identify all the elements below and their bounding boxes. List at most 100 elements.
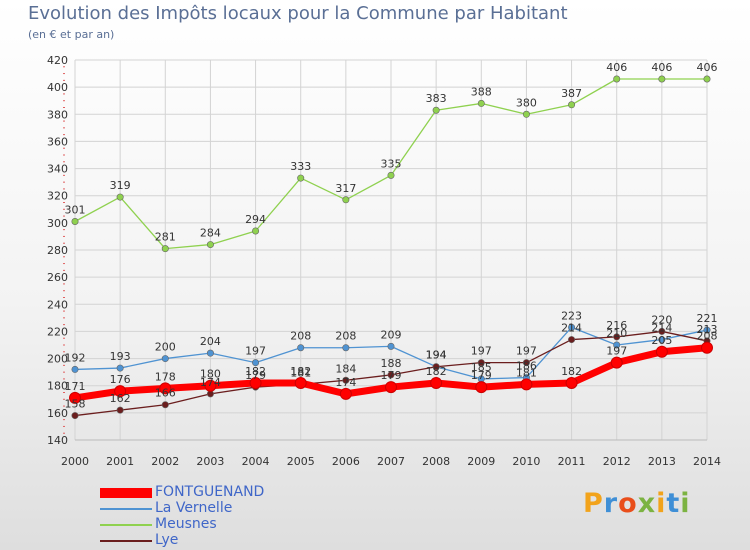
data-point [432, 363, 440, 371]
data-point [294, 377, 307, 389]
data-point [204, 379, 217, 392]
data-label: 174 [335, 376, 356, 389]
data-label: 214 [651, 322, 672, 335]
data-label: 186 [516, 360, 537, 373]
data-label: 333 [290, 160, 311, 173]
data-point [252, 359, 260, 367]
data-label: 158 [65, 398, 86, 411]
data-point [342, 344, 350, 352]
data-label: 192 [65, 351, 86, 364]
x-tick-label: 2011 [558, 455, 586, 468]
data-point [387, 342, 395, 350]
x-tick-label: 2007 [377, 455, 405, 468]
y-tick-label: 340 [47, 163, 68, 176]
data-point [477, 359, 485, 367]
y-tick-label: 240 [47, 298, 68, 311]
data-point [161, 355, 169, 363]
logo-letter: r [603, 488, 619, 519]
x-tick-label: 2008 [422, 455, 450, 468]
data-label: 208 [697, 330, 718, 343]
data-label: 194 [426, 349, 447, 362]
data-point [297, 174, 305, 182]
logo-letter: t [666, 488, 681, 519]
data-point [520, 378, 533, 391]
data-point [568, 101, 576, 109]
data-label: 197 [245, 345, 266, 358]
data-label: 208 [335, 330, 356, 343]
x-tick-label: 2004 [242, 455, 270, 468]
data-label: 193 [110, 350, 131, 363]
data-point [297, 344, 305, 352]
data-point [610, 356, 623, 369]
data-point [159, 382, 172, 395]
data-point [116, 364, 124, 372]
data-point [342, 376, 350, 384]
logo-letter: P [583, 488, 604, 519]
data-label: 184 [335, 362, 356, 375]
data-label: 179 [245, 369, 266, 382]
data-label: 208 [290, 330, 311, 343]
data-point [703, 75, 711, 83]
data-label: 181 [290, 366, 311, 379]
data-label: 197 [606, 345, 627, 358]
y-tick-label: 400 [47, 81, 68, 94]
data-point [522, 110, 530, 118]
data-label: 182 [290, 365, 311, 378]
data-point [114, 385, 127, 398]
y-tick-label: 280 [47, 244, 68, 257]
chart-title: Evolution des Impôts locaux pour la Comm… [28, 3, 568, 24]
data-point [206, 349, 214, 357]
y-tick-label: 420 [47, 54, 68, 67]
data-point [703, 326, 711, 334]
data-point [387, 371, 395, 379]
data-point [613, 333, 621, 341]
data-label: 216 [606, 319, 627, 332]
data-point [522, 359, 530, 367]
logo-letter: i [656, 488, 667, 519]
legend-swatch-lye [100, 540, 152, 542]
data-label: 200 [155, 341, 176, 354]
data-point [71, 412, 79, 420]
data-label: 171 [65, 380, 86, 393]
x-tick-label: 2006 [332, 455, 360, 468]
data-label: 166 [155, 387, 176, 400]
proxiti-logo: Proxiti [583, 488, 691, 519]
data-label: 406 [606, 61, 627, 74]
y-tick-label: 200 [47, 353, 68, 366]
data-point [658, 327, 666, 335]
data-point [658, 336, 666, 344]
data-point [568, 323, 576, 331]
data-point [387, 171, 395, 179]
legend-swatch-la-vernelle [100, 508, 152, 510]
data-label: 182 [561, 365, 582, 378]
data-point [206, 241, 214, 249]
data-point [475, 381, 488, 394]
data-label: 188 [381, 357, 402, 370]
data-label: 204 [200, 335, 221, 348]
data-label: 182 [426, 365, 447, 378]
data-point [342, 196, 350, 204]
data-label: 319 [110, 179, 131, 192]
data-label: 182 [245, 365, 266, 378]
data-point [430, 377, 443, 389]
data-point [655, 345, 668, 358]
y-tick-label: 160 [47, 407, 68, 420]
legend-label-fontguenand: FONTGUENAND [155, 484, 265, 500]
data-label: 180 [200, 368, 221, 381]
logo-letter: x [637, 488, 657, 519]
x-tick-label: 2010 [512, 455, 540, 468]
data-label: 174 [200, 376, 221, 389]
legend-swatch-meusnes [100, 524, 152, 526]
logo-letter: o [618, 488, 638, 519]
x-tick-label: 2000 [61, 455, 89, 468]
data-point [613, 75, 621, 83]
x-tick-label: 2005 [287, 455, 315, 468]
data-point [565, 377, 578, 389]
data-point [701, 341, 713, 354]
data-label: 178 [155, 370, 176, 383]
data-point [385, 381, 397, 394]
data-point [71, 218, 79, 226]
data-point [432, 106, 440, 114]
data-label: 294 [245, 213, 266, 226]
data-label: 213 [697, 323, 718, 336]
